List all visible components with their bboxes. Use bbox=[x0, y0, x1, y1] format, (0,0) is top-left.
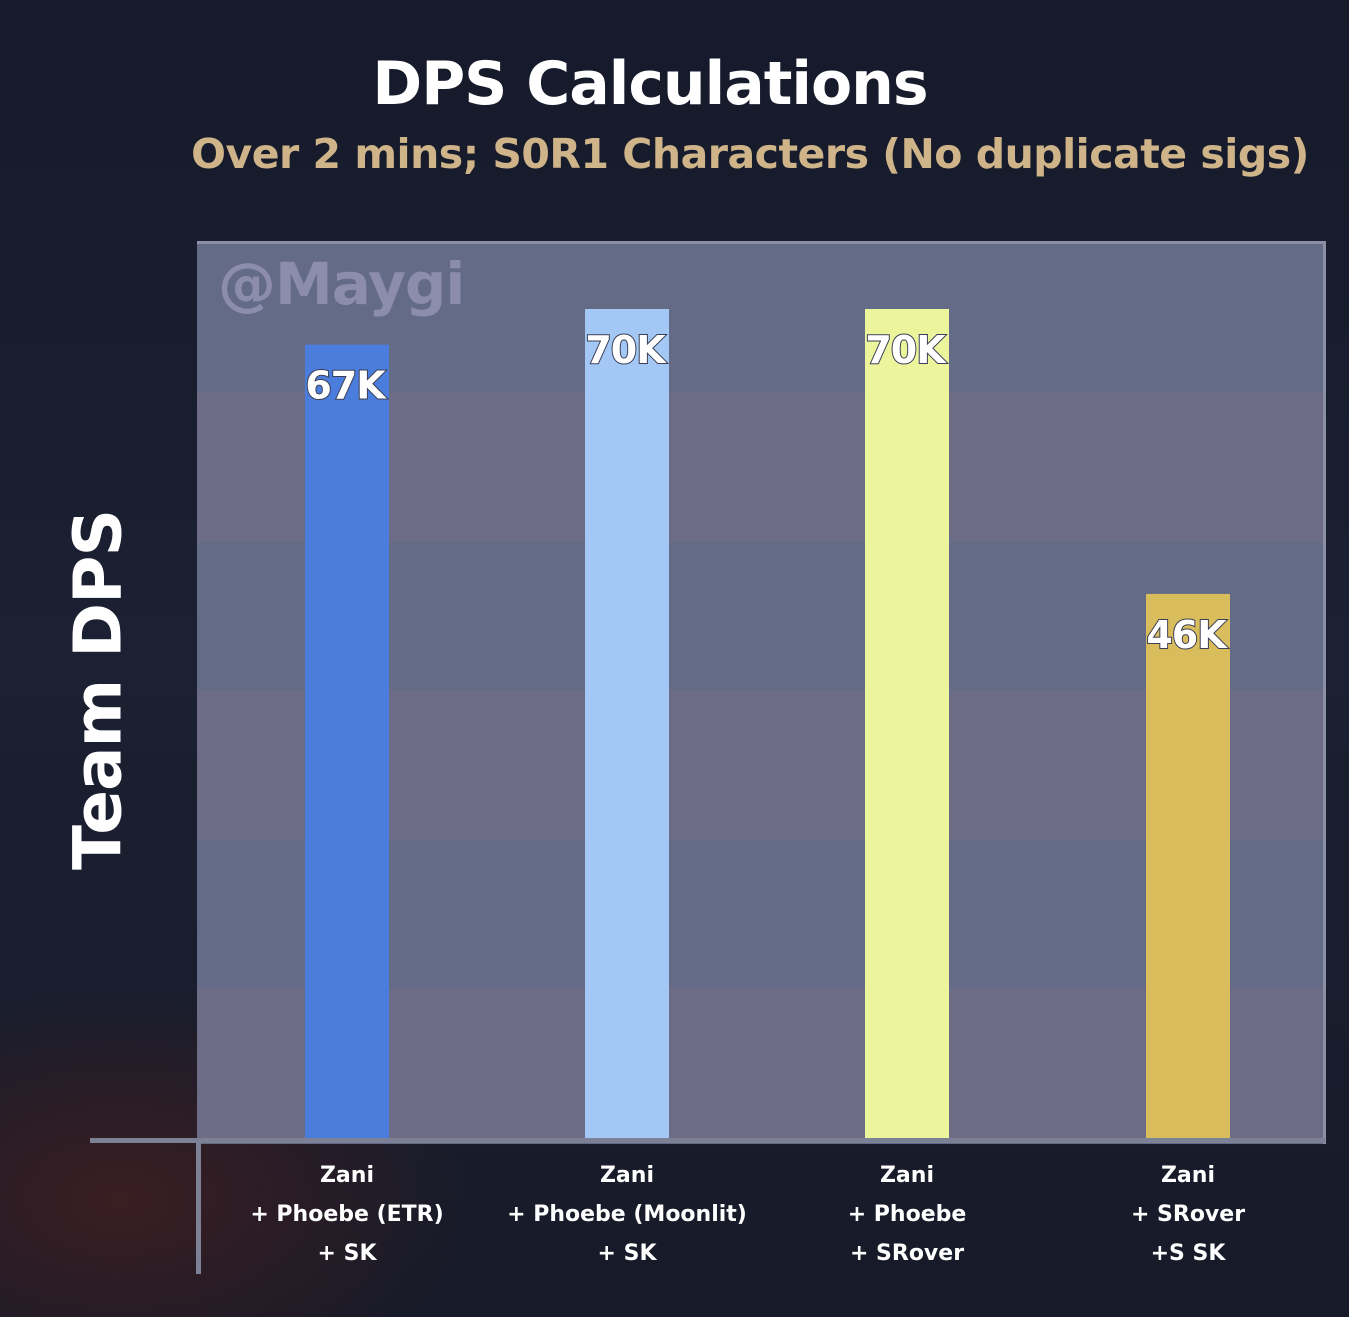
chart-subtitle: Over 2 mins; S0R1 Characters (No duplica… bbox=[191, 130, 1309, 178]
category-line: Zani bbox=[599, 1163, 654, 1188]
category-line: + SRover bbox=[1130, 1202, 1246, 1227]
bar-value-label-2: 70K bbox=[585, 328, 667, 372]
category-label-4: Zani + SRover +S SK bbox=[1038, 1156, 1338, 1273]
bar-3 bbox=[865, 309, 949, 1140]
category-line: Zani bbox=[879, 1163, 934, 1188]
category-line: + Phoebe (ETR) bbox=[250, 1202, 444, 1227]
category-line: + Phoebe (Moonlit) bbox=[507, 1202, 747, 1227]
bar-1 bbox=[305, 344, 389, 1141]
category-label-2: Zani + Phoebe (Moonlit) + SK bbox=[477, 1156, 777, 1273]
category-label-1: Zani + Phoebe (ETR) + SK bbox=[197, 1156, 497, 1273]
bar-4 bbox=[1146, 593, 1230, 1140]
bar-value-label-3: 70K bbox=[865, 328, 947, 372]
chart-title: DPS Calculations bbox=[372, 49, 928, 119]
bar-value-label-1: 67K bbox=[305, 364, 387, 408]
category-line: Zani bbox=[319, 1163, 374, 1188]
x-axis-line bbox=[90, 1138, 1325, 1143]
y-axis-line bbox=[196, 1140, 201, 1274]
category-line: + SK bbox=[597, 1241, 657, 1266]
category-line: + SK bbox=[317, 1241, 377, 1266]
category-label-3: Zani + Phoebe + SRover bbox=[757, 1156, 1057, 1273]
watermark: @Maygi bbox=[218, 250, 465, 318]
bar-value-label-4: 46K bbox=[1146, 613, 1228, 657]
category-line: +S SK bbox=[1150, 1241, 1226, 1266]
category-line: Zani bbox=[1160, 1163, 1215, 1188]
category-line: + SRover bbox=[849, 1241, 965, 1266]
bar-2 bbox=[585, 309, 669, 1140]
category-line: + Phoebe bbox=[847, 1202, 967, 1227]
